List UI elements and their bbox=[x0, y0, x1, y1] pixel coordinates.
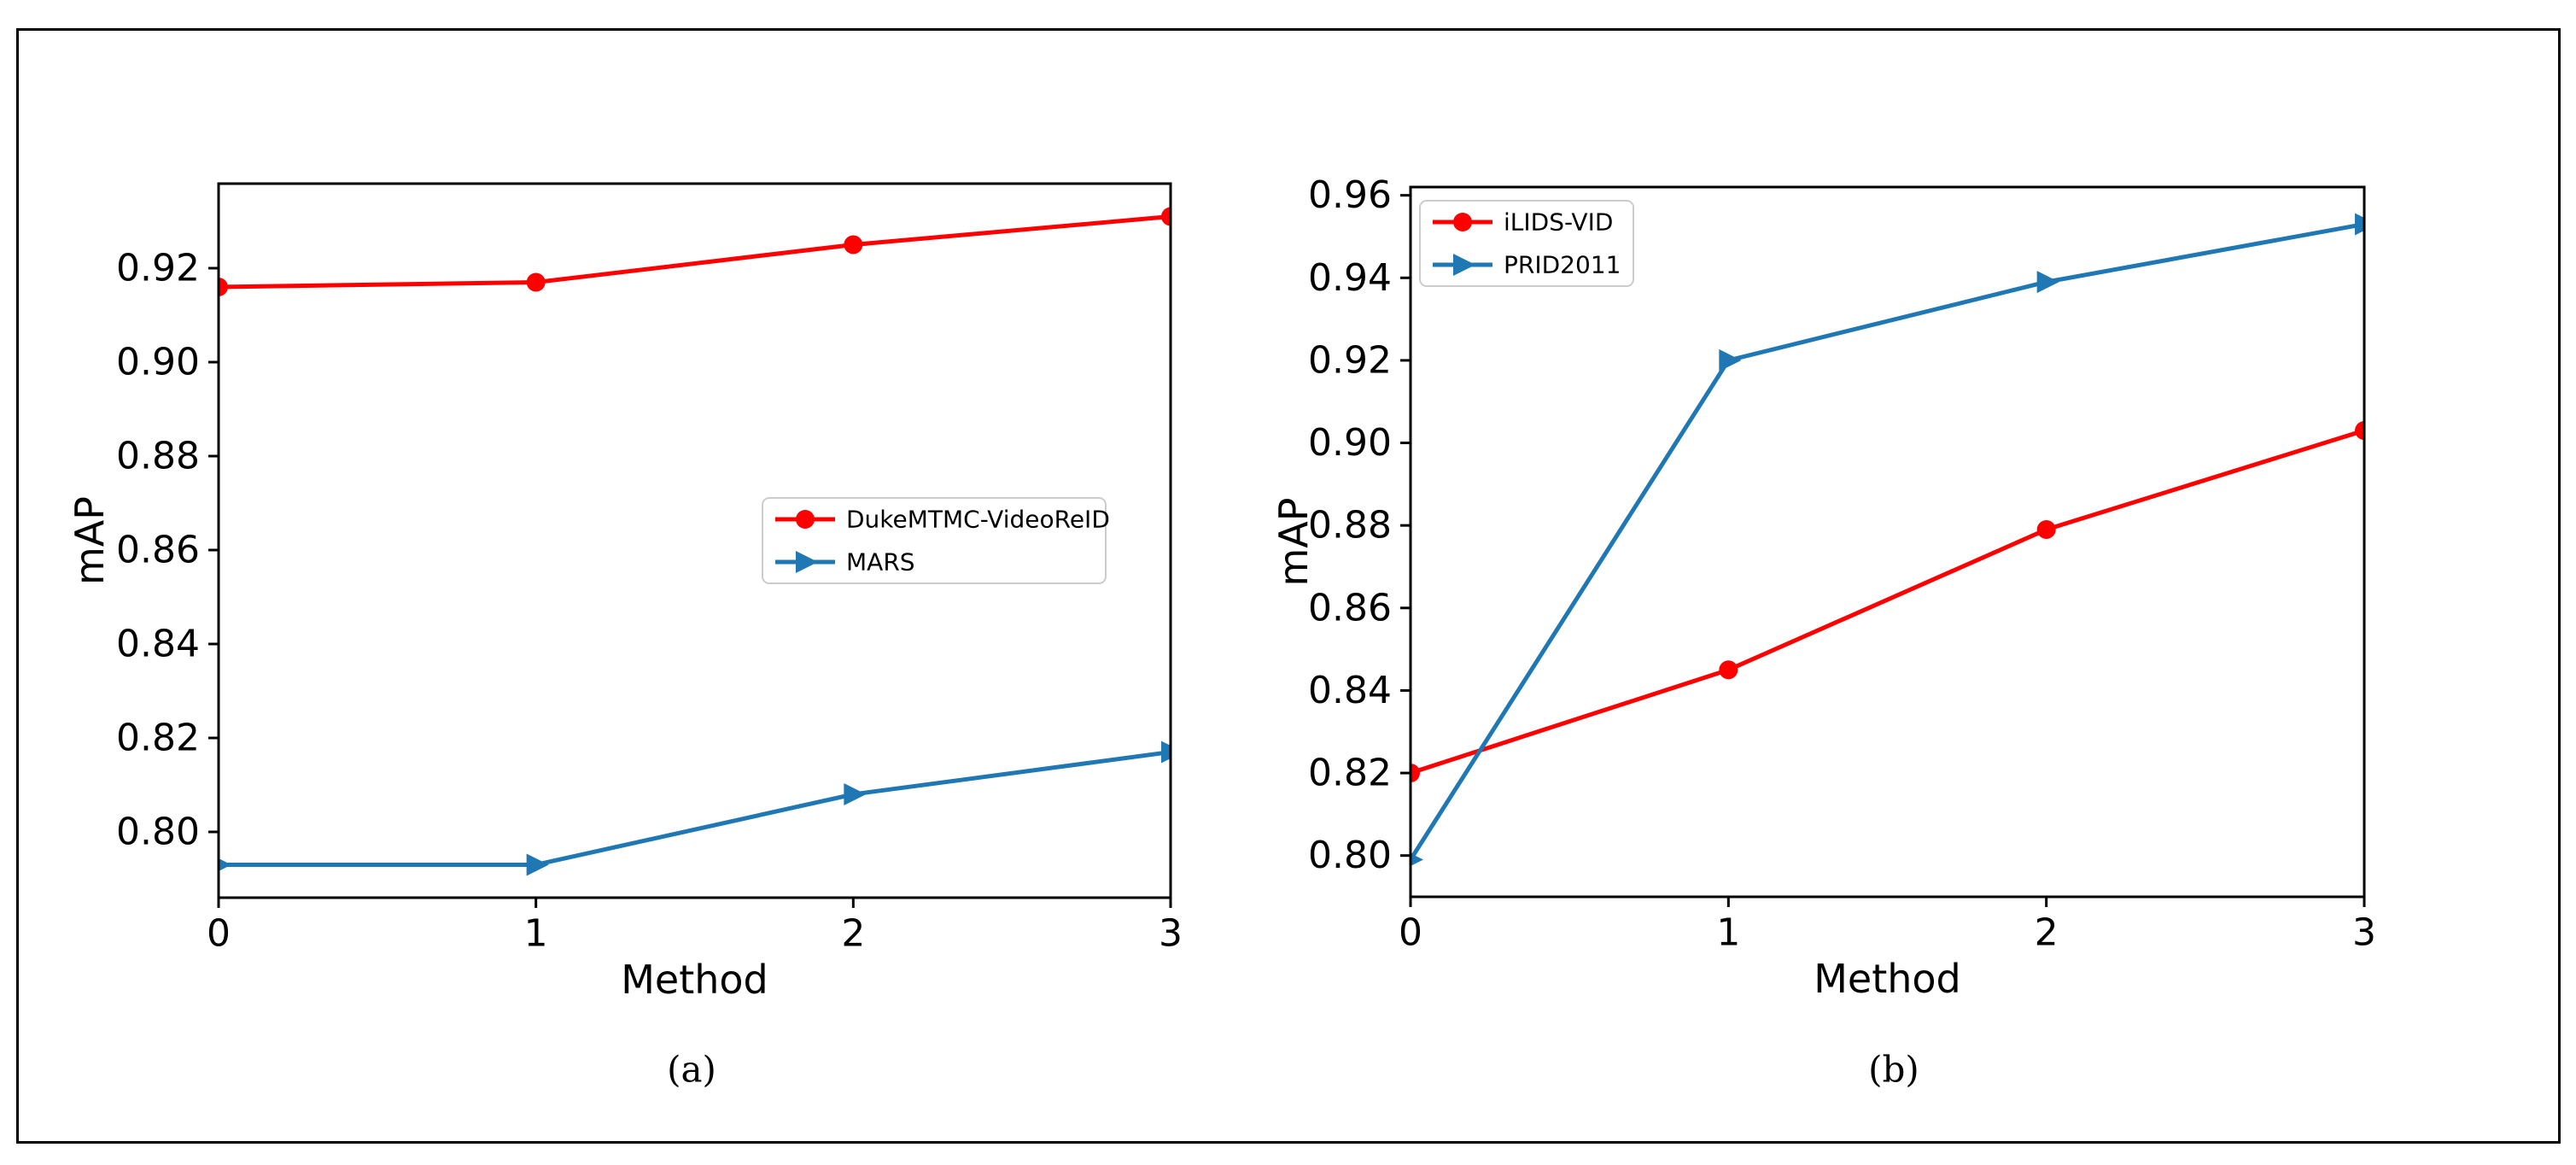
subfigure-caption-b: (b) bbox=[1868, 1049, 1919, 1091]
y-axis: 0.80 0.82 0.84 0.86 0.88 0.90 0.92 bbox=[116, 247, 219, 854]
legend-triangle-right-marker bbox=[1453, 254, 1475, 276]
chart-b: 0.80 0.82 0.84 0.86 0.88 0.90 0.92 0.94 0.96 0 1 2 3… bbox=[1270, 173, 2376, 1091]
figure-border bbox=[16, 28, 2561, 1144]
y-tick-label: 0.92 bbox=[116, 247, 200, 290]
series-line bbox=[1411, 221, 2364, 863]
legend-label: MARS bbox=[846, 548, 915, 577]
circle-marker bbox=[1411, 764, 1420, 783]
y-tick-label: 0.82 bbox=[116, 717, 200, 760]
y-tick-label: 0.86 bbox=[116, 529, 200, 572]
y-tick-label: 0.88 bbox=[1308, 504, 1392, 547]
axes-spines bbox=[1409, 185, 2366, 899]
y-tick-label: 0.88 bbox=[116, 435, 200, 478]
circle-marker bbox=[2355, 421, 2364, 441]
x-tick-label: 1 bbox=[1716, 911, 1740, 955]
legend-circle-marker bbox=[1453, 213, 1472, 231]
x-tick-label: 1 bbox=[524, 912, 548, 956]
circle-marker bbox=[844, 235, 863, 255]
series-iLIDS-VID bbox=[1411, 421, 2364, 783]
y-tick-label: 0.94 bbox=[1308, 256, 1392, 300]
x-axis-label: Method bbox=[1814, 956, 1961, 1002]
circle-marker bbox=[526, 272, 546, 292]
triangle-right-marker bbox=[219, 858, 231, 871]
subfigure-caption-a: (a) bbox=[667, 1049, 716, 1091]
x-tick-label: 3 bbox=[1159, 912, 1183, 956]
y-tick-label: 0.84 bbox=[1308, 669, 1392, 712]
chart-b-plot-area bbox=[1411, 213, 2364, 867]
y-tick-label: 0.92 bbox=[1308, 338, 1392, 382]
legend-label: iLIDS-VID bbox=[1504, 208, 1613, 237]
triangle-right-marker bbox=[844, 783, 867, 805]
triangle-right-marker bbox=[526, 853, 549, 876]
x-axis: 0 1 2 3 bbox=[207, 898, 1183, 956]
y-tick-label: 0.80 bbox=[1308, 834, 1392, 877]
x-tick-label: 3 bbox=[2352, 911, 2376, 955]
y-tick-label: 0.96 bbox=[1308, 173, 1392, 217]
legend-entry-PRID2011: PRID2011 bbox=[1433, 251, 1621, 279]
series-MARS bbox=[219, 741, 1171, 876]
legend-entry-DukeMTMC-VideoReID: DukeMTMC-VideoReID bbox=[775, 506, 1110, 534]
legend-a: DukeMTMC-VideoReID MARS bbox=[762, 497, 1110, 584]
y-tick-label: 0.82 bbox=[1308, 752, 1392, 795]
chart-a-plot-area bbox=[219, 207, 1171, 876]
triangle-right-marker bbox=[1161, 741, 1171, 764]
y-tick-label: 0.90 bbox=[116, 341, 200, 384]
series-line bbox=[219, 214, 1171, 290]
triangle-right-marker bbox=[2355, 213, 2364, 236]
y-tick-label: 0.80 bbox=[116, 811, 200, 854]
circle-marker bbox=[219, 278, 228, 296]
legend-b: iLIDS-VID PRID2011 bbox=[1419, 200, 1634, 287]
series-line bbox=[1411, 428, 2364, 776]
x-tick-label: 2 bbox=[2035, 911, 2059, 955]
legend-entry-MARS: MARS bbox=[775, 548, 915, 577]
series-PRID2011 bbox=[1411, 213, 2364, 867]
triangle-right-marker bbox=[1411, 853, 1423, 867]
y-tick-label: 0.86 bbox=[1308, 586, 1392, 629]
y-axis-label: mAP bbox=[1270, 497, 1317, 586]
legend-label: DukeMTMC-VideoReID bbox=[846, 506, 1110, 534]
circle-marker bbox=[1719, 660, 1738, 680]
y-axis: 0.80 0.82 0.84 0.86 0.88 0.90 0.92 0.94 0.96 bbox=[1308, 173, 1411, 877]
x-tick-label: 0 bbox=[1399, 911, 1422, 955]
legend-triangle-right-marker bbox=[796, 551, 818, 573]
axes-spines bbox=[217, 182, 1172, 899]
x-tick-label: 2 bbox=[841, 912, 865, 956]
legend-entry-iLIDS-VID: iLIDS-VID bbox=[1433, 208, 1613, 237]
chart-a: 0.80 0.82 0.84 0.86 0.88 0.90 0.92 0 1 2 3 Method mA… bbox=[67, 182, 1183, 1091]
y-tick-label: 0.84 bbox=[116, 623, 200, 666]
legend-box bbox=[762, 497, 1107, 584]
triangle-right-marker bbox=[2036, 271, 2059, 294]
circle-marker bbox=[2036, 520, 2056, 540]
y-axis-label: mAP bbox=[67, 496, 113, 585]
x-axis-label: Method bbox=[621, 957, 768, 1003]
x-tick-label: 0 bbox=[207, 912, 231, 956]
legend-circle-marker bbox=[796, 510, 815, 529]
legend-label: PRID2011 bbox=[1504, 251, 1621, 279]
circle-marker bbox=[1161, 207, 1171, 226]
triangle-right-marker bbox=[1719, 348, 1742, 372]
y-tick-label: 0.90 bbox=[1308, 421, 1392, 465]
series-line bbox=[219, 750, 1171, 867]
series-DukeMTMC-VideoReID bbox=[219, 207, 1171, 296]
x-axis: 0 1 2 3 bbox=[1399, 897, 2376, 955]
